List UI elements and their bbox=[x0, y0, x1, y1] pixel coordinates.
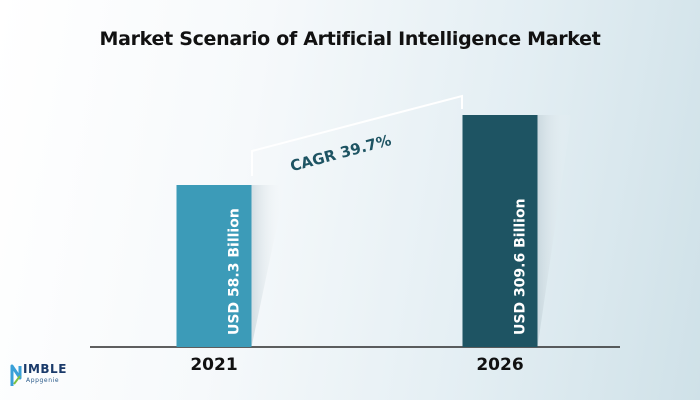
brand-subtitle: Appgenie bbox=[26, 377, 60, 384]
x-tick-label: 2021 bbox=[190, 355, 237, 375]
bar-value-label: USD 58.3 Billion bbox=[227, 208, 243, 335]
cagr-bracket bbox=[251, 94, 463, 176]
chart-title: Market Scenario of Artificial Intelligen… bbox=[99, 28, 601, 50]
nimble-n-logo-icon bbox=[10, 364, 22, 386]
bar-shadow bbox=[537, 115, 572, 347]
bar-2026 bbox=[462, 115, 538, 347]
bar-shadow bbox=[251, 185, 286, 347]
cagr-annotation: CAGR 39.7% bbox=[251, 94, 463, 176]
x-tick-label: 2026 bbox=[476, 355, 523, 375]
bar-2021 bbox=[176, 185, 252, 347]
bar-value-label: USD 309.6 Billion bbox=[513, 198, 529, 335]
brand-name: IMBLE bbox=[23, 362, 67, 376]
